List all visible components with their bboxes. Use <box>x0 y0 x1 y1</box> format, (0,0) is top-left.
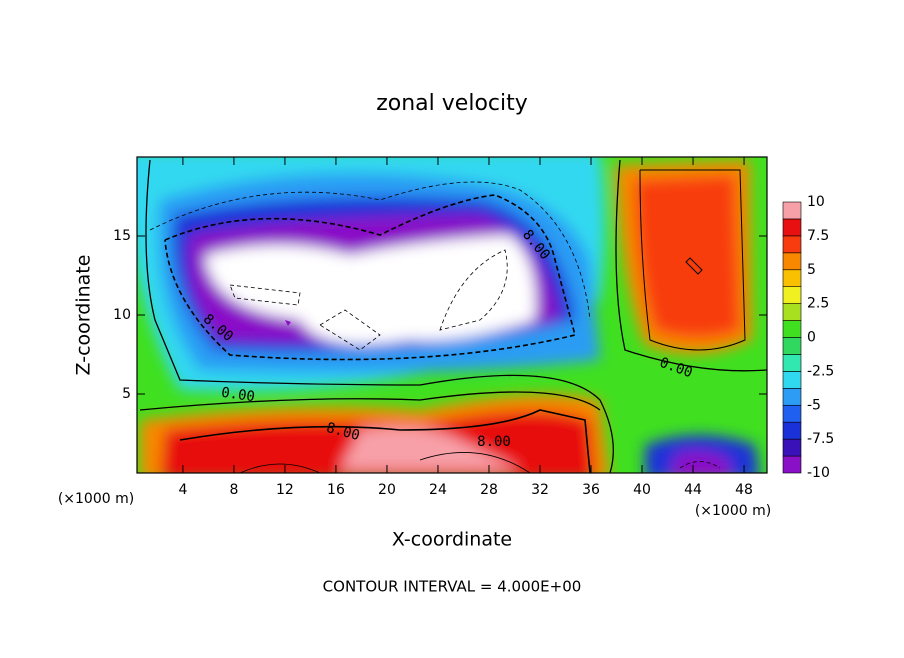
colorbar-band <box>782 388 802 406</box>
colorbar-label: -5 <box>807 397 821 413</box>
colorbar-label: 7.5 <box>807 228 829 244</box>
x-tick-label: 28 <box>480 482 498 498</box>
x-tick-label: 32 <box>531 482 549 498</box>
x-tick-label: 24 <box>429 482 447 498</box>
x-tick-label: 40 <box>633 482 651 498</box>
colorbar-label: -7.5 <box>807 431 834 447</box>
x-tick-label: 4 <box>178 482 187 498</box>
colorbar-band <box>782 337 802 355</box>
x-tick-label: 44 <box>684 482 702 498</box>
colorbar-band <box>782 269 802 287</box>
colorbar-band <box>782 252 802 271</box>
colorbar-label: 10 <box>807 194 825 210</box>
y-tick-label: 15 <box>113 228 131 244</box>
colorbar-band <box>782 320 802 338</box>
x-tick-label: 12 <box>276 482 294 498</box>
x-tick-label: 20 <box>378 482 396 498</box>
colorbar-label: 2.5 <box>807 296 829 312</box>
colorbar-label: -10 <box>807 465 830 481</box>
x-axis-label: X-coordinate <box>392 529 512 551</box>
y-axis-label: Z-coordinate <box>73 255 95 376</box>
colorbar-band <box>782 218 802 237</box>
contour-interval: CONTOUR INTERVAL = 4.000E+00 <box>323 578 582 596</box>
x-tick-label: 8 <box>229 482 238 498</box>
contour-field <box>137 157 767 473</box>
y-tick-label: 10 <box>113 307 131 323</box>
colorbar-band <box>782 438 802 457</box>
contour-label: 0.00 <box>220 385 256 406</box>
y-unit: (×1000 m) <box>58 491 134 507</box>
colorbar-band <box>782 404 802 423</box>
x-tick-label: 36 <box>582 482 600 498</box>
colorbar-band <box>782 286 802 304</box>
x-unit: (×1000 m) <box>695 503 771 519</box>
colorbar-band <box>782 354 802 372</box>
chart-title: zonal velocity <box>376 91 528 116</box>
colorbar-label: 5 <box>807 262 816 278</box>
x-tick-label: 48 <box>735 482 753 498</box>
colorbar-label: 0 <box>807 330 816 346</box>
colorbar-label: -2.5 <box>807 363 834 379</box>
colorbar-band <box>782 371 802 389</box>
colorbar-band <box>782 303 802 321</box>
contour-label: 8.00 <box>477 434 511 450</box>
colorbar-band <box>782 235 802 254</box>
colorbar-band <box>782 421 802 440</box>
colorbar-band <box>782 455 802 474</box>
colorbar-band <box>782 201 802 220</box>
y-tick-label: 5 <box>122 386 131 402</box>
x-tick-label: 16 <box>327 482 345 498</box>
